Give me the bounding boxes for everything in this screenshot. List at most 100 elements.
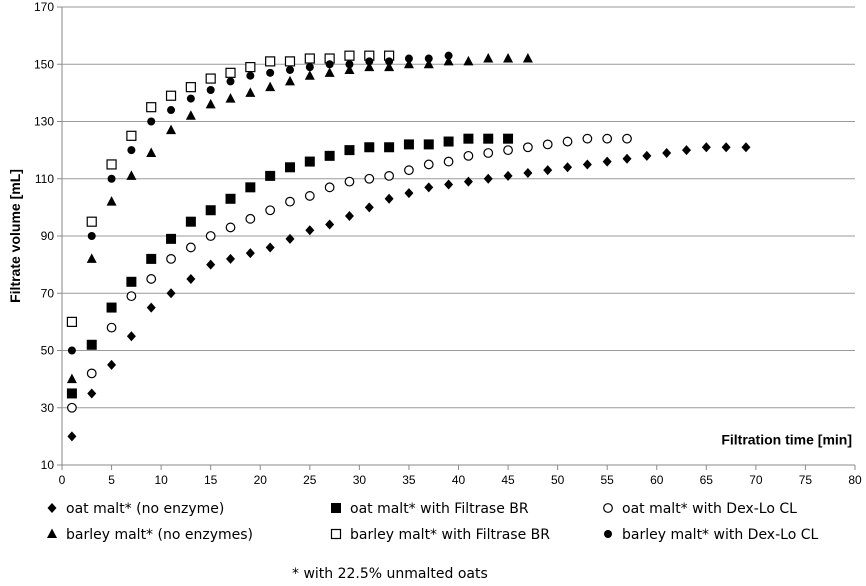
data-point <box>444 179 454 190</box>
plot-area <box>66 50 751 442</box>
data-point <box>126 291 137 302</box>
data-point <box>681 145 691 156</box>
data-point <box>245 182 256 193</box>
data-point <box>463 55 474 66</box>
data-point <box>503 53 514 63</box>
data-point <box>622 153 632 164</box>
data-point <box>265 81 276 92</box>
legend-label: barley malt* (no enzymes) <box>66 527 253 543</box>
legend-label: barley malt* with Dex-Lo CL <box>622 527 818 543</box>
data-point <box>284 162 295 173</box>
data-point <box>424 54 433 63</box>
data-point <box>87 232 96 240</box>
data-point <box>166 288 176 299</box>
data-point <box>385 57 394 66</box>
x-tick-label: 25 <box>303 473 317 487</box>
data-point <box>503 170 513 181</box>
data-point <box>365 57 374 66</box>
x-tick-label: 30 <box>353 473 367 487</box>
data-point <box>185 82 196 93</box>
data-point <box>542 139 553 150</box>
y-tick-label: 10 <box>41 458 55 472</box>
data-point <box>285 65 294 74</box>
legend-marker <box>603 503 613 513</box>
data-point <box>266 68 275 77</box>
data-point <box>146 274 157 284</box>
x-tick-label: 15 <box>204 473 218 487</box>
x-tick-label: 10 <box>154 473 168 487</box>
data-point <box>86 368 97 379</box>
data-point <box>205 98 216 109</box>
data-point <box>562 136 573 147</box>
data-point <box>106 196 117 206</box>
axes <box>57 6 856 470</box>
data-point <box>404 54 413 63</box>
data-point <box>185 110 196 120</box>
data-point <box>324 150 335 161</box>
data-point <box>265 242 275 253</box>
data-point <box>423 139 434 150</box>
data-point <box>364 202 374 213</box>
data-point <box>304 156 315 167</box>
data-point <box>245 62 256 73</box>
data-point <box>304 53 315 64</box>
data-point <box>522 142 533 153</box>
legend-label: barley malt* with Filtrase BR <box>350 527 550 543</box>
data-point <box>107 359 117 370</box>
data-point <box>86 253 97 263</box>
data-point <box>463 133 474 144</box>
data-point <box>285 196 295 207</box>
data-point <box>305 63 314 72</box>
data-point <box>563 162 573 173</box>
x-tick-label: 50 <box>551 473 565 487</box>
series-2 <box>66 133 514 399</box>
x-tick-label: 5 <box>108 473 115 487</box>
data-point <box>185 216 196 227</box>
data-point <box>106 159 117 170</box>
y-axis-title: Filtrate volume [mL] <box>7 169 23 303</box>
data-point <box>503 145 513 156</box>
series-4 <box>66 53 533 384</box>
data-point <box>126 130 137 141</box>
data-point <box>265 56 276 67</box>
footnote: * with 22.5% unmalted oats <box>292 566 488 582</box>
data-point <box>424 182 434 193</box>
legend-marker <box>330 528 342 540</box>
data-point <box>126 331 136 342</box>
data-point <box>225 67 236 78</box>
data-point <box>304 191 315 201</box>
data-point <box>66 373 77 384</box>
data-point <box>205 73 216 84</box>
x-tick-label: 0 <box>59 473 66 487</box>
legend-marker <box>331 503 341 513</box>
data-point <box>483 148 494 158</box>
data-point <box>384 142 395 153</box>
series-3 <box>67 133 632 413</box>
data-point <box>443 156 454 167</box>
data-point <box>246 71 255 80</box>
data-point <box>384 170 395 181</box>
data-point <box>225 193 236 204</box>
data-point <box>147 117 156 126</box>
x-axis-title-background <box>717 430 856 449</box>
data-point <box>166 124 177 135</box>
data-point <box>206 86 215 95</box>
data-point <box>701 142 711 153</box>
y-tick-label: 50 <box>41 344 55 358</box>
y-tick-label: 130 <box>34 115 54 129</box>
data-point <box>662 147 672 158</box>
x-tick-label: 70 <box>749 473 763 487</box>
y-tick-label: 170 <box>34 0 54 14</box>
data-point <box>86 339 97 350</box>
x-tick-label: 40 <box>452 473 466 487</box>
legend-item: barley malt* with Dex-Lo CL <box>604 527 818 543</box>
data-point <box>107 174 116 183</box>
data-point <box>423 58 434 69</box>
data-point <box>226 253 236 264</box>
data-point <box>622 133 632 144</box>
data-point <box>324 182 335 193</box>
legend-item: oat malt* with Dex-Lo CL <box>603 501 797 517</box>
x-tick-label: 45 <box>501 473 515 487</box>
data-point <box>364 61 375 72</box>
